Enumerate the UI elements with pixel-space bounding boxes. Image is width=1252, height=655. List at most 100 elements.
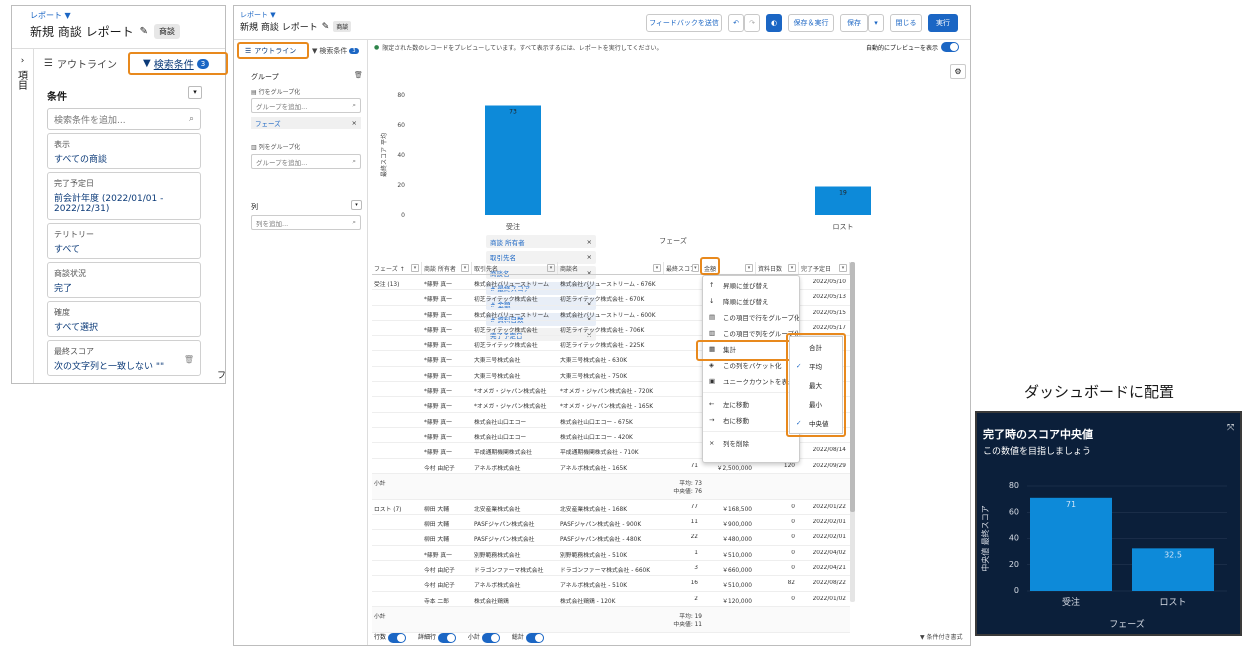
table-row[interactable]: 寺本 二郎 株式会社鶏鶏 株式会社鶏鶏 - 120K 2 ￥120,000 0 2022/0… [372,592,850,607]
tab-outline[interactable]: ☰ アウトライン [237,42,309,59]
column-menu-item[interactable]: ▥ この項目で列をグループ化 [703,325,799,341]
row-group-chip[interactable]: フェーズ × [251,117,361,129]
chart-settings-button[interactable]: ⚙ [950,64,966,79]
close-icon[interactable]: × [586,299,592,308]
filter-status[interactable]: 商談状況 完了 [47,262,201,298]
column-menu-item[interactable]: ◈ この列をバケット化 [703,357,799,373]
conditional-format-button[interactable]: ▼ 条件付き書式 [920,632,963,641]
feedback-button[interactable]: フィードバックを送信 [646,14,722,32]
pencil-icon[interactable]: ✎ [139,26,149,37]
chevron-down-icon[interactable]: ▾ [547,264,555,272]
filter-final-score[interactable]: 最終スコア 次の文字列と一致しない "" 🗑 [47,340,201,376]
total-toggle-group[interactable]: 総計 [512,632,544,643]
rows-toggle-group[interactable]: 行数 [374,632,406,643]
column-chip[interactable]: 商談名 × [486,266,596,279]
table-row[interactable]: *篠野 真一 大東三号株式会社 大東三号株式会社 - 630K [372,351,850,367]
column-menu-item[interactable]: × 列を削除 [703,435,799,451]
summary-option[interactable]: ✓ 平均 [790,356,842,375]
tab-filters[interactable]: ▼ 検索条件 3 [128,52,228,75]
chevron-down-icon[interactable]: ▾ [839,264,847,272]
close-icon[interactable]: × [586,253,592,261]
save-menu-button[interactable]: ▾ [868,14,884,32]
column-header[interactable]: 完了予定日 ▾ [799,262,850,274]
auto-preview-toggle[interactable] [941,42,960,52]
table-row[interactable]: *篠野 真一 初芝ライテック株式会社 初芝ライテック株式会社 - 225K [372,336,850,352]
expand-icon[interactable]: ⤧ [1227,423,1235,433]
table-row[interactable]: 今村 由紀子 アネルボ株式会社 アネルボ株式会社 - 510K 16 ￥510,000 8… [372,576,850,592]
close-button[interactable]: 閉じる [890,14,922,32]
columns-menu-button[interactable]: ▾ [351,200,362,210]
close-icon[interactable]: × [586,284,592,292]
total-toggle[interactable] [525,632,544,643]
summary-option[interactable]: 最大 [790,375,842,394]
filter-close-date[interactable]: 完了予定日 前会計年度 (2022/01/01 - 2022/12/31) [47,172,201,220]
column-header[interactable]: 最終スコア▾ [664,262,702,274]
table-row[interactable]: *篠野 真一 *オメガ・ジャパン株式会社 *オメガ・ジャパン株式会社 - 165K [372,397,850,413]
row-group-search[interactable]: グループを追加... ⌕ [251,98,361,113]
column-menu-item[interactable]: ↓ 降順に並び替え [703,293,799,309]
column-header[interactable]: 商談名 ▾ [558,262,664,274]
redo-button[interactable]: ↷ [744,14,760,32]
main-breadcrumb[interactable]: レポート ▼ [240,11,276,19]
filter-probability[interactable]: 確度 すべて選択 [47,301,201,337]
undo-button[interactable]: ↶ [728,14,744,32]
column-header[interactable]: 金額 ▾ [702,262,756,274]
columns-search[interactable]: 列を追加... ⌕ [251,215,361,230]
table-scrollbar[interactable] [850,262,855,602]
tab-outline[interactable]: ☰ アウトライン [44,56,117,71]
rows-toggle[interactable] [387,632,406,643]
add-filter-search[interactable]: 検索条件を追加... ⌕ [47,108,201,130]
summary-option[interactable]: 合計 [790,337,842,356]
breadcrumb[interactable]: レポート ▼ [30,11,71,20]
column-menu-item[interactable]: ▤ この項目で行をグループ化 [703,309,799,325]
column-menu-item[interactable]: → 右に移動 [703,412,799,428]
chevron-down-icon[interactable]: ▾ [411,264,419,272]
col-group-search[interactable]: グループを追加... ⌕ [251,154,361,169]
table-row[interactable]: *篠野 真一 平成通期機関株式会社 平成通期機関株式会社 - 710K 2022/08… [372,443,850,459]
close-icon[interactable]: × [586,330,592,339]
summary-option[interactable]: ✓ 中央値 [790,413,842,432]
auto-preview[interactable]: 自動的にプレビューを表示 [866,42,960,52]
detail-toggle-group[interactable]: 詳細行 [418,632,456,643]
score-column-menu-trigger[interactable] [700,257,720,275]
table-row[interactable]: *篠野 真一 株式会社山口エコー 株式会社山口エコー - 675K [372,413,850,428]
table-row[interactable]: 今村 由紀子 アネルボ株式会社 アネルボ株式会社 - 165K 71 ￥2,500,00… [372,459,850,474]
conditions-menu-button[interactable]: ▾ [188,86,202,99]
summary-option[interactable]: 最小 [790,394,842,413]
tab-filters[interactable]: ▼ 検索条件 3 [312,46,359,56]
detail-toggle[interactable] [437,632,456,643]
column-menu-item[interactable]: ▣ ユニークカウントを表示 [703,373,799,389]
table-row[interactable]: ロスト (7) 柳田 大輔 北安産業株式会社 北安産業株式会社 - 168K 77 ￥16… [372,500,850,516]
column-header[interactable]: 商談 所有者 ▾ [422,262,472,274]
close-icon[interactable]: × [586,237,592,246]
column-menu-item[interactable]: ↑ 昇順に並び替え [703,277,799,293]
column-chip[interactable]: # 金額 × [486,297,596,310]
table-row[interactable]: *篠野 真一 株式会社山口エコー 株式会社山口エコー - 420K [372,428,850,444]
trash-icon[interactable]: 🗑 [183,355,194,364]
toggle-button[interactable]: ◐ [766,14,782,32]
subtotal-toggle-group[interactable]: 小計 [468,632,500,643]
close-icon[interactable]: × [586,315,592,323]
close-icon[interactable]: × [351,119,357,127]
save-button[interactable]: 保存 [840,14,868,32]
chevron-right-icon[interactable]: › [20,56,25,66]
table-row[interactable]: *篠野 真一 初芝ライテック株式会社 初芝ライテック株式会社 - 670K 2022/… [372,290,850,306]
table-row[interactable]: *篠野 真一 別野範務株式会社 別野範務株式会社 - 510K 1 ￥510,000 0 2… [372,546,850,562]
column-header[interactable]: 資料日数 ▾ [756,262,799,274]
column-menu-item[interactable]: ▦ 集計 [703,341,799,357]
column-chip[interactable]: 取引先名 × [486,250,596,264]
chevron-down-icon[interactable]: ▾ [461,264,469,272]
filter-territory[interactable]: テリトリー すべて [47,223,201,259]
pencil-icon[interactable]: ✎ [321,21,330,32]
column-header[interactable]: 取引先名 ▾ [472,262,558,274]
save-run-button[interactable]: 保存＆実行 [788,14,834,32]
chevron-down-icon[interactable]: ▾ [745,264,753,272]
table-row[interactable]: 柳田 大輔 PASFジャパン株式会社 PASFジャパン株式会社 - 480K 22 ￥4… [372,530,850,546]
filter-show[interactable]: 表示 すべての商談 [47,133,201,169]
table-row[interactable]: *篠野 真一 大東三号株式会社 大東三号株式会社 - 750K [372,367,850,383]
trash-icon[interactable]: 🗑 [354,71,363,79]
table-row[interactable]: *篠野 真一 株式会社バリューストリーム 株式会社バリューストリーム - 600K 2… [372,306,850,321]
column-chip[interactable]: 商談 所有者 × [486,235,596,248]
chevron-down-icon[interactable]: ▾ [788,264,796,272]
collapsed-side-strip[interactable]: › 項目 [12,48,34,383]
